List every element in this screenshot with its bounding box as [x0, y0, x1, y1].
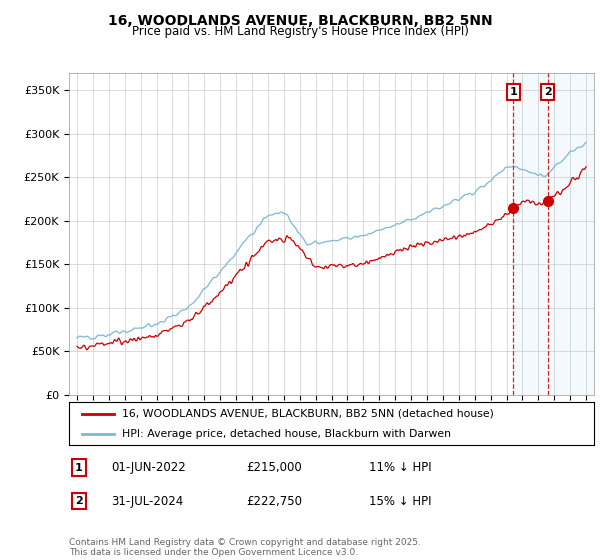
Text: HPI: Average price, detached house, Blackburn with Darwen: HPI: Average price, detached house, Blac…: [121, 428, 451, 438]
Text: 11% ↓ HPI: 11% ↓ HPI: [369, 461, 431, 474]
Text: 16, WOODLANDS AVENUE, BLACKBURN, BB2 5NN (detached house): 16, WOODLANDS AVENUE, BLACKBURN, BB2 5NN…: [121, 409, 493, 419]
Bar: [513, 73, 594, 395]
Text: 01-JUN-2022: 01-JUN-2022: [111, 461, 186, 474]
Text: 16, WOODLANDS AVENUE, BLACKBURN, BB2 5NN: 16, WOODLANDS AVENUE, BLACKBURN, BB2 5NN: [107, 14, 493, 28]
Text: 31-JUL-2024: 31-JUL-2024: [111, 494, 183, 508]
Text: £215,000: £215,000: [246, 461, 302, 474]
Text: 2: 2: [544, 87, 551, 97]
Text: Price paid vs. HM Land Registry's House Price Index (HPI): Price paid vs. HM Land Registry's House …: [131, 25, 469, 38]
Text: 15% ↓ HPI: 15% ↓ HPI: [369, 494, 431, 508]
Text: £222,750: £222,750: [246, 494, 302, 508]
Text: 2: 2: [75, 496, 83, 506]
Text: 1: 1: [509, 87, 517, 97]
Text: Contains HM Land Registry data © Crown copyright and database right 2025.
This d: Contains HM Land Registry data © Crown c…: [69, 538, 421, 557]
Bar: [513, 73, 594, 395]
Text: 1: 1: [75, 463, 83, 473]
